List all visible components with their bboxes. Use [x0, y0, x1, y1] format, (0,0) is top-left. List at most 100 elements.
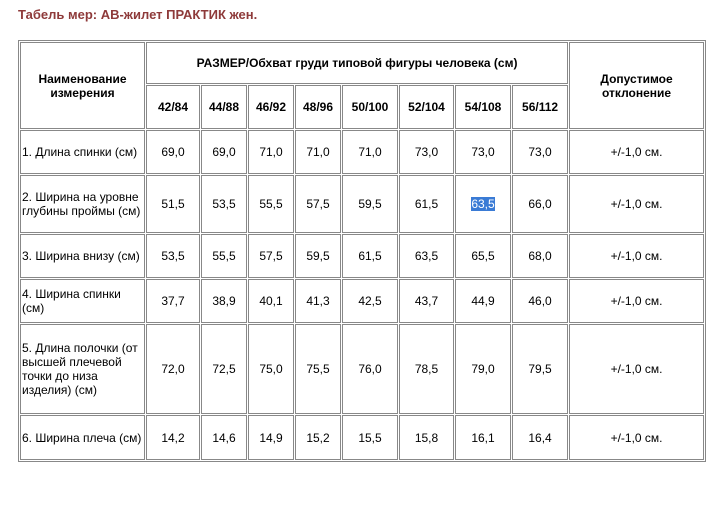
measurement-value: 53,5 [146, 234, 200, 278]
cell-text: 73,0 [528, 145, 552, 159]
page-title: Табель мер: АВ-жилет ПРАКТИК жен. [18, 7, 258, 22]
measurement-value: 40,1 [248, 279, 294, 323]
measurement-value: 42,5 [342, 279, 398, 323]
measurement-value: 63,5 [399, 234, 454, 278]
cell-text: 59,5 [358, 197, 382, 211]
cell-text: 16,1 [471, 430, 495, 445]
measurement-value: 61,5 [399, 175, 454, 233]
cell-text: 40,1 [259, 294, 283, 308]
cell-text: 46/92 [255, 100, 287, 114]
name-header: Наименование измерения [20, 42, 145, 129]
cell-text: 57,5 [306, 197, 330, 211]
cell-text: 56/112 [522, 100, 559, 114]
measurement-value: 16,1 [455, 415, 511, 460]
cell-text: 71,0 [358, 145, 382, 159]
measurement-name: 4. Ширина спинки (см) [20, 279, 145, 323]
measurement-value: 71,0 [342, 130, 398, 174]
size-label: 54/108 [455, 85, 511, 129]
measurement-value: 63,5 [455, 175, 511, 233]
tolerance-value: +/-1,0 см. [569, 279, 704, 323]
measurement-name: 6. Ширина плеча (см) [20, 415, 145, 460]
measurement-value: 61,5 [342, 234, 398, 278]
cell-text: +/-1,0 см. [610, 294, 663, 308]
measurement-value: 15,8 [399, 415, 454, 460]
cell-text: 53,5 [212, 197, 236, 211]
measurement-value: 71,0 [248, 130, 294, 174]
cell-text: 76,0 [358, 362, 382, 376]
cell-text: 75,0 [259, 362, 283, 376]
cell-text: 50/100 [351, 100, 389, 114]
cell-text: 42,5 [358, 294, 382, 308]
table-row: 42/84 44/88 46/92 48/96 50/100 52/104 54/108 56… [20, 85, 704, 129]
cell-text: 38,9 [212, 294, 236, 308]
measurement-name: 5. Длина полочки (от высшей плечевой точ… [20, 324, 145, 414]
cell-text: 73,0 [414, 145, 439, 159]
cell-text: 46,0 [528, 294, 552, 308]
size-label: 42/84 [146, 85, 200, 129]
cell-text: +/-1,0 см. [610, 145, 663, 159]
cell-text: 2. Ширина на уровне глубины проймы (см) [22, 190, 141, 218]
measurement-value: 69,0 [146, 130, 200, 174]
cell-text: 63,5 [414, 249, 439, 263]
table-row: 4. Ширина спинки (см) 37,7 38,9 40,1 41,3 42,… [20, 279, 704, 323]
cell-text: РАЗМЕР/Обхват груди типовой фигуры челов… [196, 56, 518, 70]
cell-text: 55,5 [212, 249, 236, 263]
cell-text: Наименование измерения [38, 71, 127, 100]
cell-text: 41,3 [306, 294, 330, 308]
size-label: 44/88 [201, 85, 247, 129]
cell-text: +/-1,0 см. [610, 362, 663, 376]
cell-text: 52/104 [408, 100, 445, 114]
cell-text: 72,5 [212, 362, 236, 376]
size-header: РАЗМЕР/Обхват груди типовой фигуры челов… [146, 42, 569, 84]
measurement-value: 41,3 [295, 279, 341, 323]
measurement-value: 79,5 [512, 324, 569, 414]
measurement-value: 15,2 [295, 415, 341, 460]
cell-text: 54/108 [464, 100, 502, 114]
cell-text: 44/88 [208, 100, 240, 114]
measurement-value: 14,6 [201, 415, 247, 460]
cell-text: 63,5 [471, 197, 495, 211]
measurement-value: 51,5 [146, 175, 200, 233]
cell-text: 42/84 [157, 100, 189, 114]
cell-text: 6. Ширина плеча (см) [22, 430, 142, 445]
cell-text: 37,7 [161, 294, 185, 308]
measurement-value: 37,7 [146, 279, 200, 323]
cell-text: 69,0 [212, 145, 236, 159]
measurement-value: 46,0 [512, 279, 569, 323]
table-row: 5. Длина полочки (от высшей плечевой точ… [20, 324, 704, 414]
size-label: 56/112 [512, 85, 569, 129]
measurement-value: 55,5 [201, 234, 247, 278]
cell-text: +/-1,0 см. [610, 197, 663, 211]
measurement-value: 71,0 [295, 130, 341, 174]
cell-text: 15,2 [306, 430, 330, 445]
measurement-value: 57,5 [295, 175, 341, 233]
table-row: 3. Ширина внизу (см) 53,5 55,5 57,5 59,5 61,5… [20, 234, 704, 278]
measurement-value: 73,0 [455, 130, 511, 174]
measurement-value: 69,0 [201, 130, 247, 174]
table-row: Наименование измерения РАЗМЕР/Обхват груд… [20, 42, 704, 129]
measurement-value: 44,9 [455, 279, 511, 323]
cell-text: 14,9 [259, 430, 283, 445]
tolerance-value: +/-1,0 см. [569, 324, 704, 414]
measurement-value: 75,0 [248, 324, 294, 414]
measurement-value: 72,5 [201, 324, 247, 414]
cell-text: 51,5 [161, 197, 185, 211]
size-label: 50/100 [342, 85, 398, 129]
tolerance-header: Допустимое отклонение [569, 42, 704, 129]
cell-text: 66,0 [528, 197, 552, 211]
cell-text: 69,0 [161, 145, 185, 159]
cell-text: 44,9 [471, 294, 495, 308]
measurement-value: 53,5 [201, 175, 247, 233]
cell-text: 75,5 [306, 362, 330, 376]
measurement-value: 76,0 [342, 324, 398, 414]
measurement-value: 72,0 [146, 324, 200, 414]
tolerance-value: +/-1,0 см. [569, 175, 704, 233]
measurement-value: 57,5 [248, 234, 294, 278]
cell-text: 16,4 [528, 430, 552, 445]
measurement-name: 1. Длина спинки (см) [20, 130, 145, 174]
measurement-value: 66,0 [512, 175, 569, 233]
measurement-value: 14,9 [248, 415, 294, 460]
cell-text: 4. Ширина спинки (см) [22, 287, 121, 315]
cell-text: 65,5 [471, 249, 495, 263]
